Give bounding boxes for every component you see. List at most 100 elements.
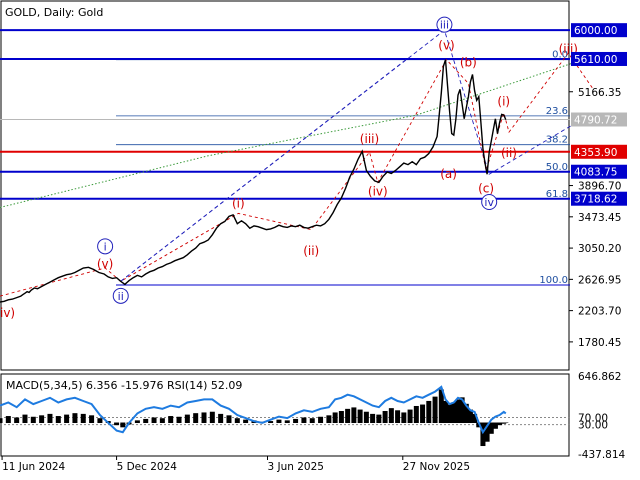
macd-tick-label-1: 70.00 <box>578 412 608 424</box>
macd-bar-45 <box>357 409 363 424</box>
macd-bar-34 <box>276 419 282 424</box>
macd-bar-11 <box>89 415 95 424</box>
macd-bar-58 <box>438 389 444 424</box>
fibo-label-3: 50.0 <box>546 162 568 173</box>
wave-label-7: (iv) <box>368 185 388 199</box>
wave-label-9: (v) <box>438 38 454 52</box>
wave-circle-13 <box>481 193 498 210</box>
macd-bar-64 <box>463 403 469 424</box>
macd-bar-9 <box>72 413 78 424</box>
macd-bar-61 <box>451 402 457 424</box>
current-price-tag <box>571 112 627 127</box>
macd-bar-66 <box>472 413 478 424</box>
macd-bar-33 <box>268 421 274 424</box>
macd-bar-71 <box>492 422 498 429</box>
x-tick-label-2: 3 Jun 2025 <box>267 461 323 473</box>
macd-bar-25 <box>201 412 207 424</box>
fibo-label-2: 38.2 <box>546 135 568 146</box>
macd-bar-49 <box>382 411 388 424</box>
macd-bar-65 <box>467 409 473 424</box>
macd-bar-30 <box>243 419 249 424</box>
macd-bar-68 <box>480 422 486 447</box>
macd-bar-53 <box>407 409 413 424</box>
macd-bar-14 <box>114 422 120 426</box>
macd-bar-4 <box>30 416 36 424</box>
wave-label-2: (v) <box>97 257 113 271</box>
macd-bar-36 <box>293 418 299 424</box>
wave-line-red-0 <box>0 52 594 297</box>
level-tag-label-0: 6000.00 <box>574 25 617 37</box>
macd-bar-29 <box>234 418 240 424</box>
macd-bar-41 <box>332 412 338 424</box>
fibo-label-5: 100.0 <box>539 275 568 286</box>
wave-label-10: (b) <box>460 55 477 69</box>
macd-bar-51 <box>395 410 401 424</box>
macd-bar-22 <box>176 416 182 424</box>
y-tick-label-0: 5166.35 <box>578 87 621 99</box>
macd-bar-12 <box>97 418 103 424</box>
macd-bar-48 <box>376 414 382 424</box>
level-tag-1 <box>571 51 627 66</box>
level-tag-3 <box>571 164 627 179</box>
macd-bar-23 <box>184 414 190 424</box>
wave-label-14: (i) <box>497 95 510 109</box>
macd-bar-59 <box>442 400 448 424</box>
wave-label-8: iii <box>440 19 449 32</box>
macd-bar-57 <box>432 396 438 424</box>
price-series-line <box>0 59 507 303</box>
macd-bar-20 <box>159 418 165 424</box>
sub-panel-frame <box>0 373 570 457</box>
y-tick-label-6: 1780.45 <box>578 337 621 349</box>
wave-label-15: (ii) <box>501 146 517 160</box>
macd-bar-62 <box>455 399 461 424</box>
macd-bar-60 <box>447 404 453 424</box>
wave-label-3: ii <box>118 290 124 303</box>
macd-bar-56 <box>426 400 432 424</box>
macd-bar-19 <box>151 417 157 424</box>
level-tag-label-1: 5610.00 <box>574 54 617 66</box>
macd-bar-27 <box>218 413 224 424</box>
wave-label-4: (i) <box>232 196 245 210</box>
wave-circle-3 <box>112 287 129 304</box>
macd-bar-26 <box>209 411 215 424</box>
macd-bar-46 <box>363 411 369 424</box>
fibo-label-1: 23.6 <box>546 106 568 117</box>
macd-bar-5 <box>39 415 45 424</box>
chart-title: GOLD, Daily: Gold <box>5 6 103 19</box>
wave-label-1: i <box>104 240 107 253</box>
macd-bar-74 <box>503 422 509 424</box>
wave-label-11: (a) <box>440 167 457 181</box>
macd-bar-73 <box>501 422 507 424</box>
wave-label-6: (iii) <box>360 132 379 146</box>
macd-bar-2 <box>14 417 20 424</box>
macd-bar-8 <box>64 414 70 424</box>
macd-tick-label-0: 646.862 <box>578 371 621 383</box>
macd-bar-6 <box>47 413 53 424</box>
macd-bar-44 <box>351 407 357 424</box>
wave-label-0: (iv) <box>0 306 15 320</box>
macd-bar-10 <box>80 413 86 424</box>
level-tag-label-4: 3718.62 <box>574 194 617 206</box>
macd-bar-39 <box>318 416 324 424</box>
macd-bar-21 <box>168 416 174 424</box>
macd-bar-69 <box>484 422 490 442</box>
macd-bar-63 <box>459 397 465 424</box>
macd-rsi-panel <box>0 373 570 457</box>
axes: GOLD, Daily: Gold MACD(5,34,5) 6.356 -15… <box>1 6 627 473</box>
macd-bar-38 <box>309 418 315 424</box>
macd-bar-52 <box>401 412 407 424</box>
wave-label-5: (ii) <box>303 244 319 258</box>
macd-bar-50 <box>388 408 394 424</box>
macd-bar-0 <box>0 418 3 424</box>
macd-bar-15 <box>120 422 126 428</box>
macd-bar-37 <box>301 417 307 424</box>
macd-bar-28 <box>226 415 232 424</box>
wave-circle-1 <box>97 238 114 255</box>
level-tag-2 <box>571 144 627 159</box>
macd-bar-42 <box>338 411 344 424</box>
macd-tick-label-3: -437.814 <box>578 449 626 461</box>
level-tag-4 <box>571 191 627 206</box>
macd-bar-7 <box>55 416 61 424</box>
macd-label: MACD(5,34,5) 6.356 -15.976 RSI(14) 52.09 <box>6 379 242 392</box>
